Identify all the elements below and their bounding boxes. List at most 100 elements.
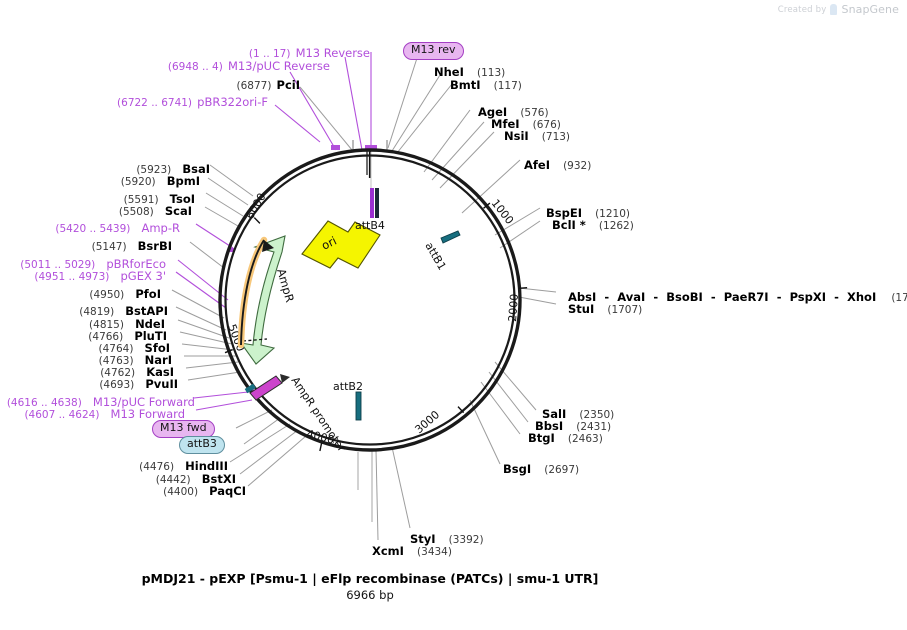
enzyme-stui-pos: (1707) [607,304,643,316]
enzyme-bmti-pos: (117) [493,80,522,92]
enzyme-ndei-pos: (4815) [89,319,124,331]
enzyme-styi-label: StyI [410,532,436,546]
enzyme-pfoi[interactable]: (4950) PfoI [0,283,161,302]
enzyme-bcli[interactable]: BclI * (1262) [552,214,634,233]
primer-m13-reverse[interactable]: (1 .. 17) M13 Reverse [40,42,370,61]
ampr-regulatory-arc [237,236,274,349]
enzyme-afei[interactable]: AfeI (932) [524,154,591,173]
primer-m13-forward-pos: (4607 .. 4624) [24,409,100,421]
primer-m13-puc-reverse-label: M13/pUC Reverse [227,59,330,73]
enzyme-bsai[interactable]: (5923) BsaI [0,158,210,177]
enzyme-nhei[interactable]: NheI (113) [434,61,505,80]
enzyme-btgi-label: BtgI [528,431,555,445]
enzyme-agei[interactable]: AgeI (576) [478,101,549,120]
enzyme-bmti-label: BmtI [450,78,481,92]
enzyme-group-xhoi-cluster[interactable]: AbsI - AvaI - BsoBI - PaeR7I - PspXI - X… [568,286,907,305]
enzyme-mfei[interactable]: MfeI (676) [491,113,561,132]
enzyme-agei-pos: (576) [520,107,549,119]
enzyme-nari-label: NarI [144,353,172,367]
enzyme-btgi[interactable]: BtgI (2463) [528,427,603,446]
enzyme-bstapi-label: BstAPI [125,304,168,318]
enzyme-hindiii[interactable]: (4476) HindIII [0,455,228,474]
enzyme-xcmi-pos: (3434) [417,546,452,558]
enzyme-bstapi[interactable]: (4819) BstAPI [0,300,168,319]
watermark-brand-label: SnapGene [841,3,899,16]
primer-amp-r[interactable]: (5420 .. 5439) Amp-R [0,217,180,236]
enzyme-bsgi[interactable]: BsgI (2697) [503,458,579,477]
plasmid-backbone [218,148,522,452]
enzyme-paer7i-label: PaeR7I [723,290,769,304]
primer-m13-puc-forward[interactable]: (4616 .. 4638) M13/pUC Forward [0,391,195,410]
enzyme-stui[interactable]: StuI (1707) [568,298,642,317]
enzyme-styi[interactable]: StyI (3392) [410,528,484,547]
tick-label-2000: 2000 [506,293,521,322]
enzyme-agei-label: AgeI [478,105,508,119]
enzyme-bsgi-label: BsgI [503,462,532,476]
enzyme-tsoi[interactable]: (5591) TsoI [0,188,195,207]
enzyme-hindiii-pos: (4476) [139,461,175,473]
enzyme-sali-pos: (2350) [579,409,615,421]
enzyme-scai[interactable]: (5508) ScaI [0,200,192,219]
primer-pbrforeco[interactable]: (5011 .. 5029) pBRforEco [0,253,166,272]
enzyme-bsobi-label: BsoBI [666,290,703,304]
primer-pbr322ori-f[interactable]: (6722 .. 6741) pBR322ori-F [0,91,268,110]
enzyme-bsrbi[interactable]: (5147) BsrBI [0,235,172,254]
enzyme-sfoi-pos: (4764) [98,343,134,355]
enzyme-bmti[interactable]: BmtI (117) [450,74,522,93]
enzyme-xcmi[interactable]: XcmI (3434) [372,540,452,559]
enzyme-bbsi[interactable]: BbsI (2431) [535,415,611,434]
enzyme-bbsi-label: BbsI [535,419,564,433]
primer-m13-puc-reverse[interactable]: (6948 .. 4) M13/pUC Reverse [10,55,330,74]
enzyme-pluti-pos: (4766) [88,331,124,343]
enzyme-ndei[interactable]: (4815) NdeI [0,313,165,332]
feature-attb1: attB1 [422,230,461,272]
enzyme-bspei[interactable]: BspEI (1210) [546,202,630,221]
enzyme-bcli-label: BclI * [552,218,586,232]
enzyme-bpmi[interactable]: (5920) BpmI [0,170,200,189]
enzyme-mfei-pos: (676) [532,119,561,131]
enzyme-kasi[interactable]: (4762) KasI [0,361,174,380]
enzyme-styi-pos: (3392) [448,534,484,546]
plasmid-title: pMDJ21 - pEXP [Psmu-1 | eFlp recombinase… [141,571,599,586]
primer-m13-reverse-label: M13 Reverse [295,46,370,60]
primer-pgex-3prime-label: pGEX 3' [120,269,167,283]
feature-attb4: attB4 [355,188,385,232]
enzyme-pluti[interactable]: (4766) PluTI [0,325,167,344]
enzyme-sfoi-label: SfoI [144,341,170,355]
primer-pgex-3prime[interactable]: (4951 .. 4973) pGEX 3' [0,265,166,284]
enzyme-pfoi-label: PfoI [135,287,161,301]
feature-attb2: attB2 [333,380,363,421]
enzyme-kasi-label: KasI [146,365,174,379]
enzyme-nhei-label: NheI [434,65,464,79]
enzyme-sali[interactable]: SalI (2350) [542,403,614,422]
enzyme-bsrbi-pos: (5147) [91,241,127,253]
enzyme-sep-5: - [834,290,839,304]
feature-label-attb4: attB4 [355,219,385,232]
enzyme-bstxi[interactable]: (4442) BstXI [0,468,236,487]
badge-m13-rev[interactable]: M13 rev [403,42,464,60]
enzyme-afei-label: AfeI [524,158,550,172]
enzyme-nari[interactable]: (4763) NarI [0,349,172,368]
enzyme-pcii-label: PciI [276,78,300,92]
enzyme-bpmi-pos: (5920) [120,176,156,188]
enzyme-sep-1: - [604,290,610,304]
backbone-feature-ticks [244,383,256,394]
feature-ori: ori [301,220,381,269]
enzyme-pcii[interactable]: (6877) PciI [10,74,300,93]
enzyme-nsii[interactable]: NsiI (713) [504,125,570,144]
primer-m13-forward[interactable]: (4607 .. 4624) M13 Forward [0,403,185,422]
enzyme-avai-label: AvaI [617,290,646,304]
enzyme-pspxi-label: PspXI [789,290,827,304]
enzyme-paqci-label: PaqCI [209,484,246,498]
plasmid-title-block: pMDJ21 - pEXP [Psmu-1 | eFlp recombinase… [0,571,740,602]
enzyme-tsoi-label: TsoI [169,192,195,206]
watermark-created-label: Created by [777,4,827,15]
enzyme-paqci[interactable]: (4400) PaqCI [0,480,246,499]
enzyme-sfoi[interactable]: (4764) SfoI [0,337,170,356]
enzyme-pvuii[interactable]: (4693) PvuII [0,373,178,392]
enzyme-bstxi-pos: (4442) [155,474,191,486]
badge-attb3[interactable]: attB3 [179,436,225,454]
primer-m13-forward-label: M13 Forward [110,407,185,421]
badge-m13-fwd[interactable]: M13 fwd [152,420,215,438]
